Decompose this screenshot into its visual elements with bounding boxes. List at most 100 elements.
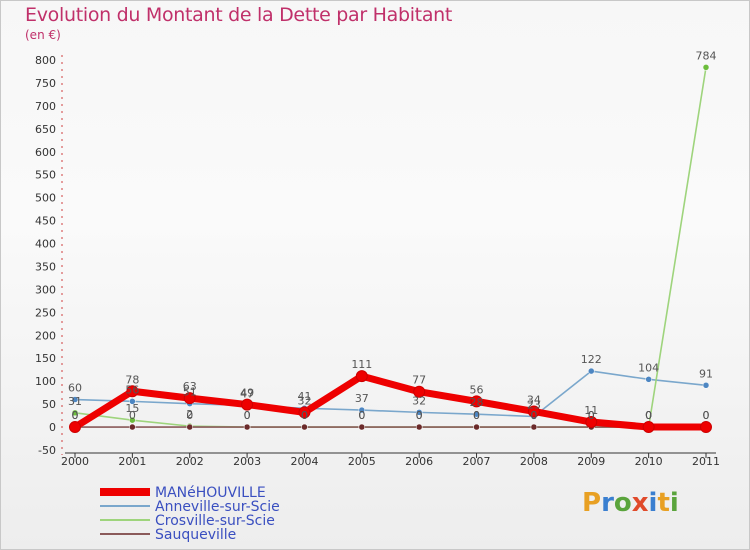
data-point — [129, 416, 136, 424]
data-label: 0 — [416, 409, 423, 422]
data-point — [588, 367, 595, 375]
y-tick-label: 0 — [49, 421, 56, 434]
data-point — [415, 423, 423, 431]
x-tick-label: 2004 — [290, 455, 318, 468]
logo-letter: t — [657, 488, 670, 518]
data-point — [585, 416, 598, 429]
data-label: 34 — [527, 393, 541, 406]
data-label: 0 — [588, 409, 595, 422]
x-tick-label: 2007 — [463, 455, 491, 468]
data-point — [71, 409, 79, 417]
data-label: 51 — [183, 386, 197, 399]
data-label: 0 — [129, 409, 136, 422]
data-label: 0 — [358, 409, 365, 422]
y-tick-label: 700 — [35, 100, 56, 113]
data-label: 122 — [581, 353, 602, 366]
data-label: 0 — [703, 409, 710, 422]
proxiti-logo: Proxiti — [582, 488, 679, 518]
y-tick-label: 50 — [42, 398, 56, 411]
data-point — [700, 421, 712, 434]
data-point — [186, 423, 193, 431]
chart-subtitle: (en €) — [25, 28, 61, 42]
data-label: 0 — [301, 409, 308, 422]
data-label: 0 — [703, 409, 710, 422]
data-label: 60 — [68, 382, 82, 395]
data-label: 31 — [68, 395, 82, 408]
x-tick-label: 2002 — [176, 455, 204, 468]
logo-letter: i — [669, 488, 679, 518]
data-label: 0 — [72, 409, 79, 422]
data-point — [243, 423, 251, 431]
data-label: 0 — [645, 409, 652, 422]
data-point — [358, 423, 366, 431]
data-point — [530, 423, 538, 431]
data-point — [129, 398, 136, 405]
logo-letter: o — [613, 488, 632, 518]
data-label: 56 — [470, 383, 484, 396]
y-tick-label: 600 — [35, 146, 56, 159]
data-label: 0 — [72, 409, 79, 422]
data-point — [126, 385, 139, 398]
y-tick-label: 550 — [35, 169, 56, 182]
data-point — [702, 382, 710, 389]
legend-label: Sauqueville — [155, 527, 236, 543]
data-label: 0 — [416, 409, 423, 422]
data-label: 78 — [125, 373, 139, 386]
data-label: 37 — [355, 392, 369, 405]
data-label: 56 — [125, 383, 139, 396]
series-line — [71, 372, 710, 431]
data-point — [69, 421, 81, 434]
data-point — [183, 392, 196, 405]
y-tick-label: 350 — [35, 260, 56, 273]
data-label: 49 — [240, 387, 254, 400]
data-label: 0 — [473, 409, 480, 422]
x-tick-label: 2003 — [233, 455, 261, 468]
data-point — [358, 406, 366, 414]
data-label: 104 — [638, 361, 659, 374]
data-label: 32 — [297, 394, 311, 407]
y-tick-label: 150 — [35, 352, 56, 365]
data-label: 41 — [297, 390, 311, 403]
x-tick-label: 2000 — [61, 455, 89, 468]
series-line — [74, 370, 707, 418]
legend-label: MANéHOUVILLE — [155, 485, 266, 501]
data-label: 23 — [527, 399, 541, 412]
data-label: 63 — [183, 380, 197, 393]
data-point — [642, 421, 655, 434]
y-tick-label: 250 — [35, 306, 56, 319]
data-label: 0 — [301, 409, 308, 422]
y-tick-label: 800 — [35, 54, 56, 67]
data-label: 15 — [125, 402, 139, 415]
data-point — [702, 64, 710, 71]
x-tick-label: 2001 — [118, 455, 146, 468]
logo-letter: i — [648, 488, 658, 518]
series-line — [74, 66, 707, 428]
y-tick-label: 200 — [35, 329, 56, 342]
data-point — [470, 395, 483, 408]
data-point — [71, 396, 79, 403]
data-label: 0 — [588, 409, 595, 422]
data-label: 0 — [244, 409, 251, 422]
x-tick-label: 2005 — [348, 455, 376, 468]
x-tick-label: 2011 — [692, 455, 720, 468]
legend-label: Anneville-sur-Scie — [155, 499, 280, 515]
data-point — [473, 410, 480, 418]
data-label: 0 — [645, 409, 652, 422]
data-point — [413, 385, 426, 398]
y-tick-label: 750 — [35, 77, 56, 90]
data-label: 77 — [412, 374, 426, 387]
x-tick-label: 2009 — [577, 455, 605, 468]
data-label: 0 — [530, 409, 537, 422]
y-tick-label: 500 — [35, 192, 56, 205]
data-label: 0 — [530, 409, 537, 422]
chart-title: Evolution du Montant de la Dette par Hab… — [25, 4, 453, 26]
data-label: 28 — [470, 396, 484, 409]
data-label: 11 — [584, 404, 598, 417]
logo-letter: x — [631, 488, 649, 518]
y-tick-label: 300 — [35, 283, 56, 296]
data-point — [241, 398, 254, 411]
data-point — [301, 423, 308, 431]
data-label: 0 — [244, 409, 251, 422]
